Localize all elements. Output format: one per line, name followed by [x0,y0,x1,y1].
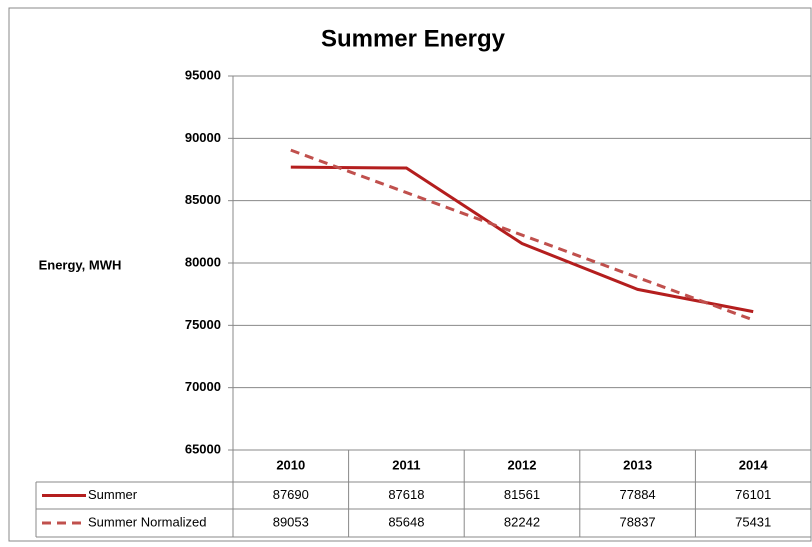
table-value: 87618 [388,487,424,502]
table-value: 85648 [388,514,424,529]
y-tick-label: 85000 [185,192,221,207]
y-tick-label: 75000 [185,317,221,332]
y-tick-label: 95000 [185,67,221,82]
y-tick-label: 80000 [185,254,221,269]
series-line [290,148,754,322]
x-tick-label: 2014 [739,457,769,472]
legend-label: Summer [88,487,138,502]
chart-border [8,7,812,542]
chart-title: Summer Energy [321,25,506,52]
table-value: 78837 [620,514,656,529]
table-value: 75431 [735,514,771,529]
table-value: 87690 [273,487,309,502]
table-value: 82242 [504,514,540,529]
x-tick-label: 2011 [392,457,420,472]
x-tick-label: 2010 [276,457,305,472]
y-axis-label: Energy, MWH [39,257,122,272]
legend-label: Summer Normalized [88,514,206,529]
x-tick-label: 2012 [508,457,537,472]
x-tick-label: 2013 [623,457,652,472]
table-value: 77884 [620,487,656,502]
series-line [290,165,754,314]
table-value: 89053 [273,514,309,529]
table-value: 81561 [504,487,540,502]
y-tick-label: 70000 [185,379,221,394]
y-tick-label: 65000 [185,441,221,456]
table-value: 76101 [735,487,771,502]
y-tick-label: 90000 [185,130,221,145]
